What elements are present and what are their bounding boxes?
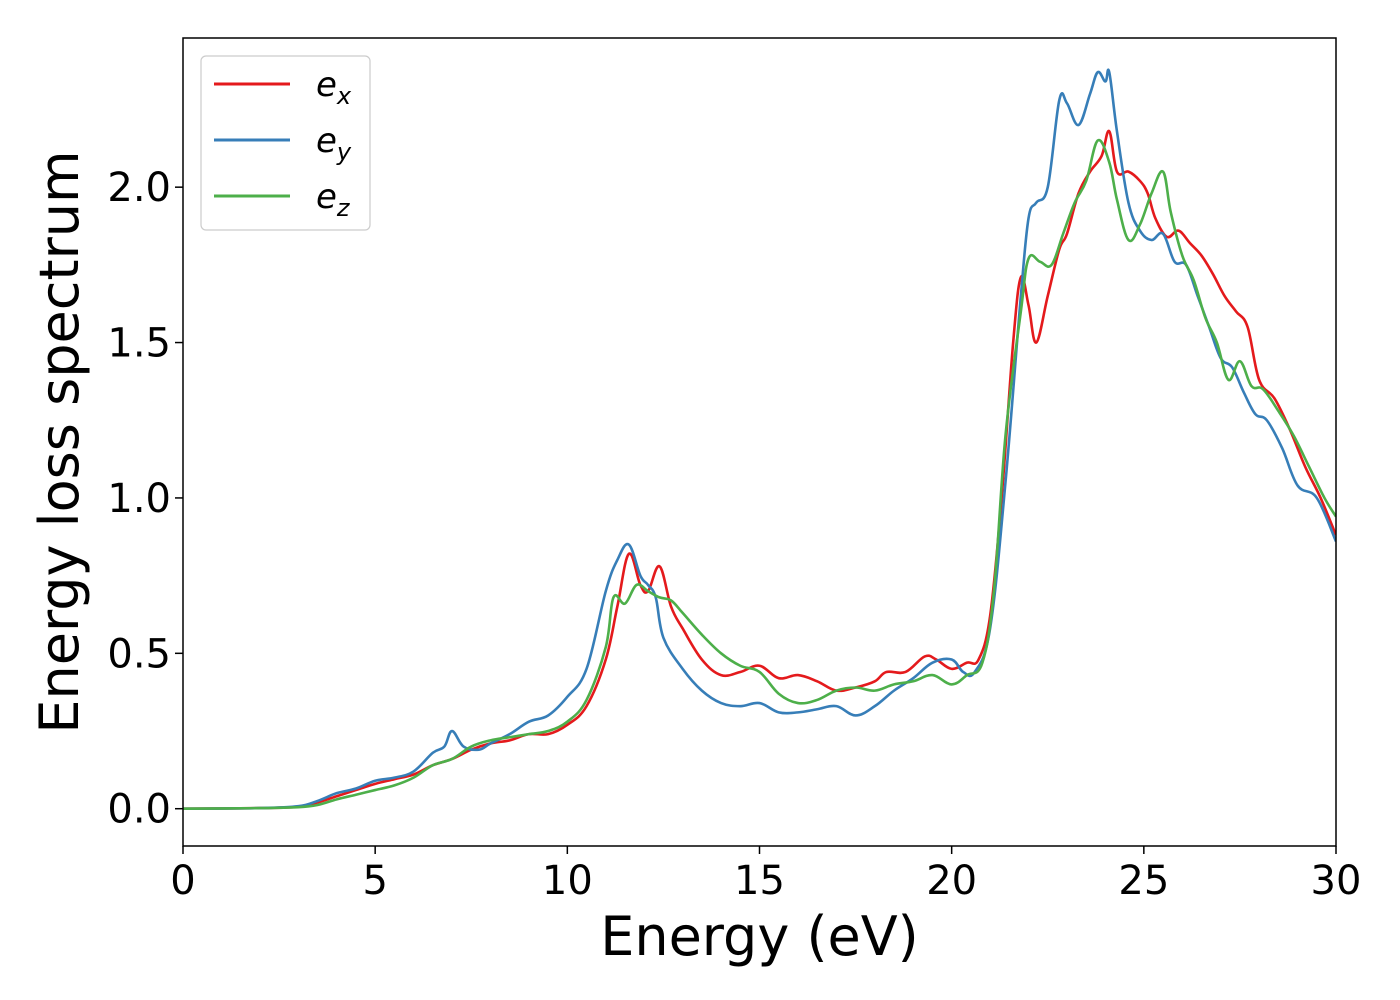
x-tick-label: 15 xyxy=(734,858,785,904)
x-axis: 0 5 10 15 20 25 30 xyxy=(170,846,1361,904)
y-tick-label: 1.0 xyxy=(107,476,171,522)
x-tick-label: 5 xyxy=(362,858,387,904)
x-tick-label: 30 xyxy=(1311,858,1362,904)
x-tick-label: 20 xyxy=(926,858,977,904)
y-axis-title: Energy loss spectrum xyxy=(28,150,91,733)
legend-label-y: ey xyxy=(316,121,352,166)
x-tick-label: 10 xyxy=(542,858,593,904)
series-line-y xyxy=(183,68,1336,811)
x-tick-label: 0 xyxy=(170,858,195,904)
y-axis: 0.0 0.5 1.0 1.5 2.0 xyxy=(107,165,183,833)
legend-box xyxy=(200,55,371,231)
series-line-z xyxy=(183,138,1336,811)
y-tick-label: 2.0 xyxy=(107,165,171,211)
x-axis-title: Energy (eV) xyxy=(600,905,919,968)
series-layer xyxy=(183,68,1336,811)
y-tick-label: 0.0 xyxy=(107,787,171,833)
series-line-x xyxy=(183,129,1336,811)
x-tick-label: 25 xyxy=(1118,858,1169,904)
y-tick-label: 1.5 xyxy=(107,321,171,367)
y-tick-label: 0.5 xyxy=(107,631,171,677)
legend-label-x: ex xyxy=(316,65,352,110)
